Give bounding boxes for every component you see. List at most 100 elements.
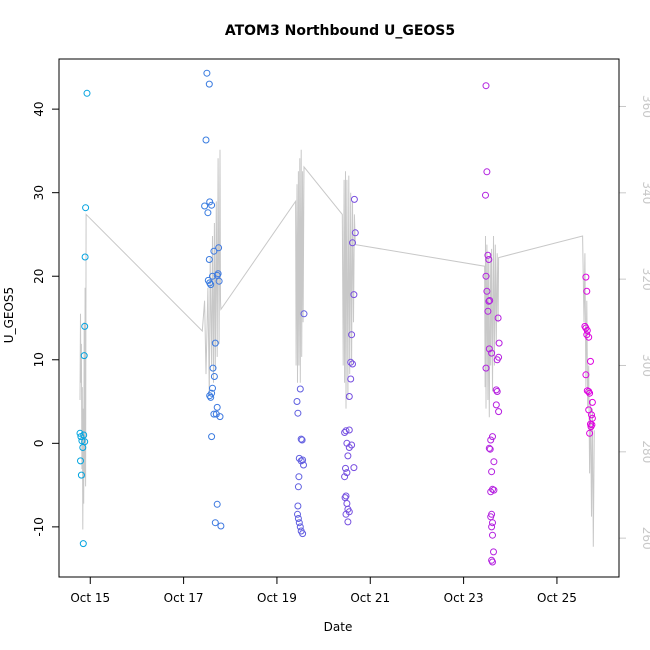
data-point xyxy=(588,414,596,422)
data-point xyxy=(482,364,490,372)
data-point xyxy=(208,433,216,441)
data-point xyxy=(342,464,349,472)
data-point xyxy=(81,322,89,330)
y-left-tick-label: -10 xyxy=(32,517,46,537)
y-right-tick-label: 280 xyxy=(640,440,650,463)
data-point xyxy=(77,471,85,479)
data-point xyxy=(588,421,596,429)
data-point xyxy=(495,408,503,416)
data-point xyxy=(344,452,352,460)
data-point xyxy=(343,469,351,477)
data-point xyxy=(489,531,496,539)
x-tick-label: Oct 21 xyxy=(350,591,390,605)
data-point xyxy=(485,297,493,305)
data-point xyxy=(350,291,358,299)
data-point xyxy=(211,339,219,347)
data-point xyxy=(297,457,305,465)
data-point xyxy=(213,500,221,508)
data-point xyxy=(300,461,307,469)
data-point xyxy=(208,201,216,209)
data-point xyxy=(207,281,215,289)
data-point xyxy=(216,413,224,421)
x-tick-label: Oct 19 xyxy=(257,591,297,605)
data-point xyxy=(488,349,496,357)
data-point xyxy=(348,441,356,449)
data-point xyxy=(83,89,91,97)
data-point xyxy=(485,345,493,353)
x-axis-label: Date xyxy=(324,620,353,634)
data-point xyxy=(347,358,355,366)
data-point xyxy=(299,456,307,464)
x-tick-label: Oct 23 xyxy=(444,591,484,605)
data-point xyxy=(209,384,216,392)
data-point xyxy=(485,256,493,263)
data-point xyxy=(209,364,217,372)
data-point xyxy=(349,239,356,247)
data-point xyxy=(348,331,356,339)
data-point xyxy=(205,256,213,263)
y-right-tick-label: 300 xyxy=(640,354,650,377)
data-point xyxy=(294,515,302,522)
line-series-layer xyxy=(79,149,595,547)
data-point xyxy=(201,202,209,210)
data-point xyxy=(296,523,304,531)
y-left-tick-label: 30 xyxy=(32,185,46,200)
y-right-tick-label: 260 xyxy=(640,527,650,550)
data-point xyxy=(587,357,594,365)
data-point xyxy=(492,401,500,409)
data-point xyxy=(483,287,491,295)
data-point xyxy=(296,385,304,393)
data-point xyxy=(583,327,591,334)
data-point xyxy=(343,500,351,507)
data-point xyxy=(582,371,590,379)
data-point xyxy=(490,458,498,466)
data-point xyxy=(210,373,218,380)
data-point xyxy=(482,191,489,199)
x-tick-label: Oct 17 xyxy=(164,591,204,605)
plot-frame xyxy=(58,58,620,578)
data-point xyxy=(583,287,591,295)
data-point xyxy=(493,388,501,395)
x-tick-label: Oct 15 xyxy=(70,591,110,605)
data-point xyxy=(484,251,492,259)
data-point xyxy=(586,429,594,437)
data-point xyxy=(80,352,88,360)
data-point xyxy=(294,483,302,491)
data-point xyxy=(586,389,594,397)
data-point xyxy=(215,277,223,285)
data-point xyxy=(489,519,496,527)
line-series xyxy=(79,149,595,547)
data-point xyxy=(300,310,308,318)
data-point xyxy=(345,426,353,434)
data-point xyxy=(294,409,302,417)
data-point xyxy=(204,209,212,217)
data-point xyxy=(486,445,494,453)
data-point xyxy=(294,502,302,510)
y-left-tick-label: 40 xyxy=(32,101,46,116)
data-point xyxy=(206,279,214,287)
data-point xyxy=(205,80,213,88)
data-point xyxy=(489,558,496,566)
data-point xyxy=(293,398,301,405)
data-point xyxy=(482,272,490,280)
y-right-tick-label: 360 xyxy=(640,95,650,118)
data-point xyxy=(588,411,595,419)
data-point xyxy=(490,548,497,556)
data-point xyxy=(297,435,305,443)
data-point xyxy=(215,244,223,252)
data-point xyxy=(209,272,216,280)
data-point xyxy=(81,438,89,446)
data-point xyxy=(202,136,210,144)
data-point xyxy=(495,339,503,347)
data-point xyxy=(495,353,503,361)
data-point xyxy=(203,69,211,77)
data-point xyxy=(345,393,353,400)
data-point xyxy=(214,270,222,278)
data-point xyxy=(582,273,590,281)
y-left-tick-label: 0 xyxy=(32,440,46,448)
y-right-tick-label: 340 xyxy=(640,181,650,204)
data-point xyxy=(217,522,225,530)
data-point xyxy=(485,444,493,452)
data-point xyxy=(298,436,306,444)
chart-title: ATOM3 Northbound U_GEOS5 xyxy=(225,23,455,39)
